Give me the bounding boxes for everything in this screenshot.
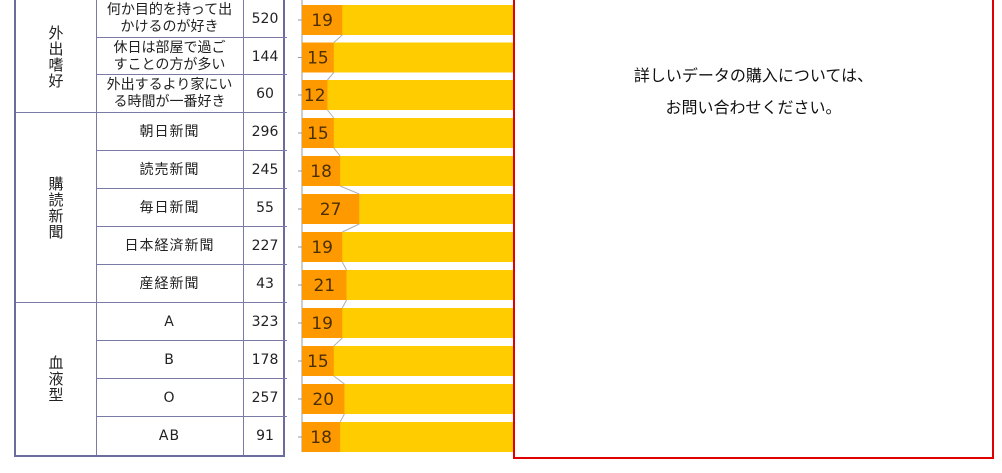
row-separator xyxy=(96,416,287,417)
bar-remainder xyxy=(302,118,514,148)
row-label: A xyxy=(96,303,243,341)
bar-value-label: 21 xyxy=(313,276,335,296)
bar xyxy=(302,80,328,110)
notice-line-1: 詳しいデータの購入については、 xyxy=(633,66,874,85)
row-separator xyxy=(96,378,287,379)
bar-remainder xyxy=(302,42,514,73)
row-label: 毎日新聞 xyxy=(96,189,243,227)
column-separator xyxy=(96,0,97,455)
series-connector-line xyxy=(327,72,335,81)
series-connector-line xyxy=(327,109,335,119)
group-label: 購読新聞 xyxy=(46,176,65,240)
series-connector-line xyxy=(341,299,347,309)
series-connector-line xyxy=(333,337,343,347)
row-label: 読売新聞 xyxy=(96,151,243,189)
row-separator xyxy=(16,302,287,303)
row-separator xyxy=(96,226,287,227)
row-label-line: る時間が一番好き xyxy=(113,94,226,110)
row-count: 296 xyxy=(251,124,279,140)
row-separator xyxy=(96,150,287,151)
row-separator xyxy=(96,264,287,265)
row-label-line: かけるのが好き xyxy=(120,19,219,35)
bar-value-label: 18 xyxy=(310,428,332,448)
row-label: AB xyxy=(96,417,243,455)
row-count: 520 xyxy=(251,11,279,27)
series-connector-line xyxy=(333,34,343,43)
bar xyxy=(302,118,334,148)
row-label: 何か目的を持って出 かけるのが好き xyxy=(96,0,243,38)
group-label: 血液型 xyxy=(46,355,65,403)
row-label-line: AB xyxy=(158,427,181,444)
row-label: 朝日新聞 xyxy=(96,113,243,151)
row-separator xyxy=(16,112,287,113)
data-table: 外出嗜好 何か目的を持って出 かけるのが好き 520 休日は部屋で過ご すことの方が多い 1… xyxy=(14,0,287,457)
bar-remainder xyxy=(302,346,514,376)
row-label-line: 産経新聞 xyxy=(139,275,200,292)
row-label-line: すことの方が多い xyxy=(113,56,226,73)
bar-value-label: 18 xyxy=(310,162,332,182)
row-label-line: 毎日新聞 xyxy=(139,199,200,216)
bar xyxy=(302,232,343,262)
purchase-notice-box: 詳しいデータの購入については、 お問い合わせください。 xyxy=(513,0,994,459)
row-label-line: 休日は部屋で過ご xyxy=(113,39,226,56)
row-count: 227 xyxy=(251,238,279,254)
bar xyxy=(302,194,360,224)
row-count: 144 xyxy=(251,48,279,65)
row-separator xyxy=(96,37,287,38)
bar-value-label: 12 xyxy=(304,86,326,106)
row-count: 60 xyxy=(256,86,274,102)
bar-value-label: 15 xyxy=(307,49,329,69)
row-label-line: O xyxy=(163,389,176,406)
row-label-line: A xyxy=(164,313,175,330)
row-separator xyxy=(96,340,287,341)
bar-value-label: 19 xyxy=(311,314,333,334)
row-count: 91 xyxy=(256,428,274,444)
row-count: 245 xyxy=(251,162,279,178)
bar-value-label: 19 xyxy=(311,11,333,31)
row-count: 178 xyxy=(251,352,279,368)
row-label-line: 何か目的を持って出 xyxy=(106,2,233,18)
series-connector-line xyxy=(339,413,345,423)
bar xyxy=(302,422,341,452)
series-connector-line xyxy=(339,185,360,195)
row-count: 257 xyxy=(251,390,279,406)
series-connector-line xyxy=(333,147,341,157)
row-label-line: 日本経済新聞 xyxy=(124,237,215,254)
bar-value-label: 19 xyxy=(311,238,333,258)
bar-value-label: 27 xyxy=(320,200,342,220)
row-label-line: 読売新聞 xyxy=(139,161,200,178)
notice-line-2: お問い合わせください。 xyxy=(665,98,842,117)
group-label: 外出嗜好 xyxy=(46,24,65,89)
bar-value-label: 15 xyxy=(307,352,329,372)
row-label: 外出するより家にい る時間が一番好き xyxy=(96,75,243,113)
row-separator xyxy=(96,188,287,189)
column-separator xyxy=(243,0,244,455)
bar xyxy=(302,5,343,35)
series-connector-line xyxy=(333,375,345,385)
series-connector-line xyxy=(341,261,347,271)
bar xyxy=(302,308,343,338)
row-label: 日本経済新聞 xyxy=(96,227,243,265)
row-label-line: 外出するより家にい xyxy=(106,77,233,93)
row-label: B xyxy=(96,341,243,379)
row-label-line: 朝日新聞 xyxy=(139,123,200,140)
row-count: 43 xyxy=(256,276,274,292)
bar-value-label: 15 xyxy=(307,124,329,144)
row-count: 55 xyxy=(256,200,274,216)
bar xyxy=(302,270,347,300)
bar-value-label: 20 xyxy=(312,390,334,410)
bar xyxy=(302,384,345,414)
row-separator xyxy=(96,74,287,75)
series-connector-line xyxy=(342,223,360,233)
bar xyxy=(302,156,341,186)
bar xyxy=(302,346,334,376)
row-label: O xyxy=(96,379,243,417)
row-count: 323 xyxy=(251,314,279,330)
row-label: 産経新聞 xyxy=(96,265,243,303)
row-label-line: B xyxy=(164,351,175,368)
bar xyxy=(302,42,334,73)
bar-remainder xyxy=(302,80,514,110)
row-label: 休日は部屋で過ご すことの方が多い xyxy=(96,38,243,75)
